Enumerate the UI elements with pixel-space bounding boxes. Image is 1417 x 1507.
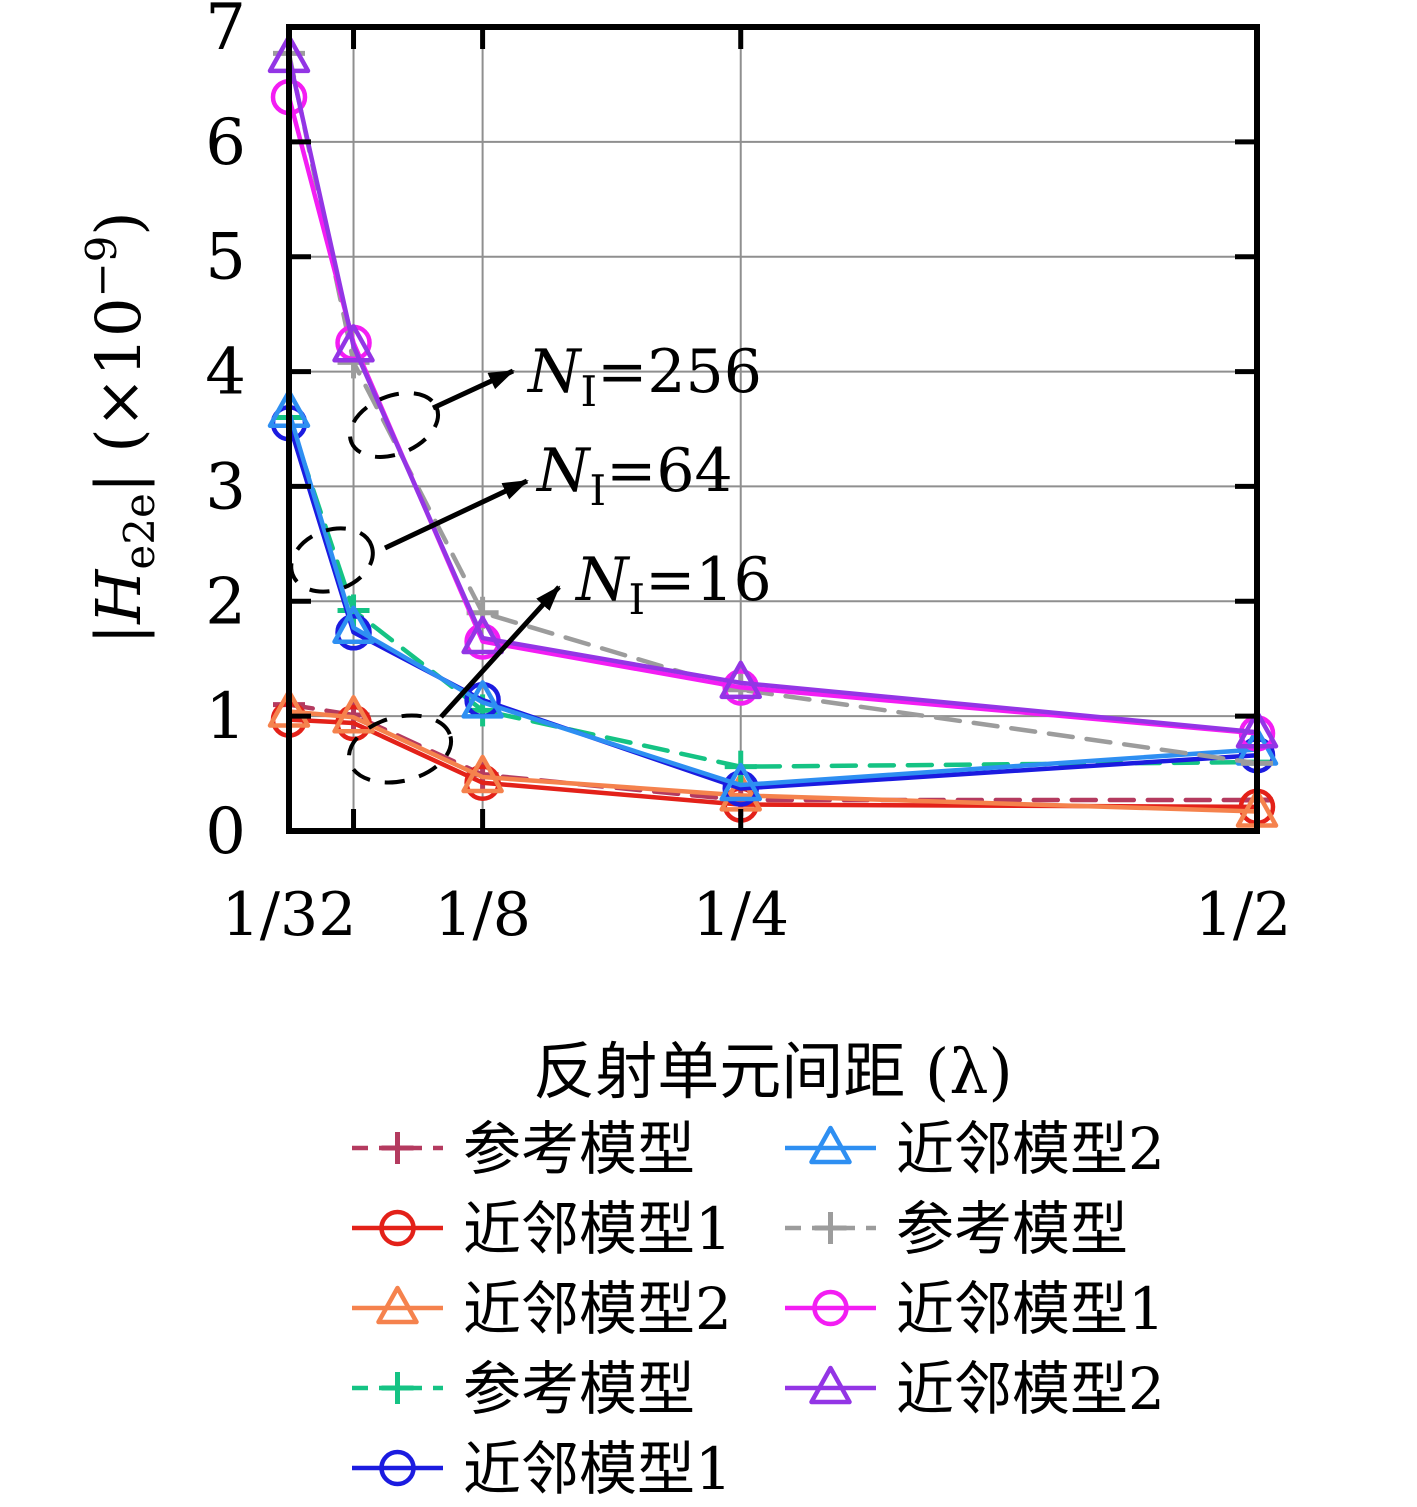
highlight-ellipse-n16 bbox=[346, 713, 454, 785]
legend-label: 近邻模型2 bbox=[463, 1275, 732, 1343]
series-N_I=64-triangle bbox=[267, 389, 1279, 802]
series-N_I=256-circle bbox=[270, 78, 1276, 752]
legend-item: 近邻模型1 bbox=[352, 1195, 732, 1263]
y-axis-title: |He2e| (×10−9) bbox=[77, 211, 164, 644]
gridlines bbox=[289, 27, 1257, 831]
legend-item: 参考模型 bbox=[785, 1195, 1128, 1263]
legend-label: 参考模型 bbox=[463, 1355, 695, 1423]
series-N_I=64-plus bbox=[273, 401, 1273, 783]
triangle-marker bbox=[376, 1285, 419, 1325]
legend-label: 近邻模型1 bbox=[896, 1275, 1165, 1343]
triangle-marker bbox=[461, 615, 504, 655]
y-tick-label: 0 bbox=[205, 795, 246, 869]
legend-label: 近邻模型1 bbox=[463, 1435, 732, 1503]
series-N_I=256-triangle bbox=[267, 34, 1279, 749]
legend-item: 近邻模型2 bbox=[352, 1275, 732, 1343]
axes-frame bbox=[286, 24, 1260, 834]
y-tick-label: 5 bbox=[205, 221, 246, 295]
triangle-marker bbox=[809, 1125, 852, 1165]
x-tick-label: 1/8 bbox=[434, 880, 531, 950]
triangle-marker bbox=[332, 695, 375, 734]
data-series bbox=[267, 34, 1279, 828]
legend-label: 参考模型 bbox=[896, 1195, 1128, 1263]
annotation-arrow-n64 bbox=[383, 478, 529, 551]
triangle-marker bbox=[461, 754, 504, 794]
highlight-ellipse-n256 bbox=[347, 391, 441, 459]
annotation-label-n64: NI=64 bbox=[535, 436, 733, 515]
annotation-arrow-n16 bbox=[439, 585, 561, 719]
legend-item: 近邻模型1 bbox=[785, 1275, 1165, 1343]
series-line bbox=[286, 421, 1260, 791]
triangle-marker bbox=[332, 605, 375, 644]
circle-marker bbox=[379, 1209, 416, 1247]
legend-item: 参考模型 bbox=[352, 1355, 695, 1423]
annotation-arrow-n256 bbox=[431, 368, 515, 411]
y-tick-label: 3 bbox=[205, 450, 246, 524]
x-tick-label: 1/4 bbox=[692, 880, 789, 950]
y-tick-label: 7 bbox=[205, 0, 246, 65]
x-tick-label: 1/2 bbox=[1195, 880, 1292, 950]
legend-item: 近邻模型1 bbox=[352, 1435, 732, 1503]
legend-label: 近邻模型2 bbox=[896, 1115, 1165, 1183]
tick-labels: 0 1 2 3 4 5 6 7 1/32 1/8 1/4 1/2 bbox=[205, 0, 1291, 950]
y-tick-label: 6 bbox=[205, 106, 246, 180]
legend-label: 参考模型 bbox=[463, 1115, 695, 1183]
series-line bbox=[286, 709, 1260, 814]
legend-item: 近邻模型2 bbox=[785, 1355, 1165, 1423]
circle-marker bbox=[722, 770, 759, 807]
triangle-marker bbox=[332, 324, 375, 363]
triangle-marker bbox=[719, 762, 762, 802]
annotations: NI=256 NI=64 NI=16 bbox=[289, 337, 772, 785]
series-line bbox=[286, 54, 1260, 735]
series-line bbox=[286, 94, 1260, 736]
y-tick-label: 4 bbox=[205, 336, 246, 410]
plot-border bbox=[286, 24, 1260, 834]
series-line bbox=[286, 415, 1260, 769]
circle-marker bbox=[379, 1449, 416, 1487]
series-line bbox=[286, 717, 1260, 810]
legend: 参考模型近邻模型1近邻模型2参考模型近邻模型1近邻模型2参考模型近邻模型1近邻模… bbox=[352, 1115, 1165, 1503]
legend-label: 近邻模型1 bbox=[463, 1195, 732, 1263]
triangle-marker bbox=[809, 1365, 852, 1405]
circle-marker bbox=[812, 1289, 849, 1327]
triangle-marker bbox=[461, 680, 504, 719]
highlight-ellipse-n64 bbox=[289, 526, 375, 594]
x-axis-title: 反射单元间距 (λ) bbox=[533, 1035, 1012, 1108]
y-tick-label: 1 bbox=[205, 680, 246, 754]
legend-item: 近邻模型2 bbox=[785, 1115, 1165, 1183]
legend-label: 近邻模型2 bbox=[896, 1355, 1165, 1423]
y-tick-label: 2 bbox=[205, 565, 246, 639]
annotation-label-n16: NI=16 bbox=[574, 545, 772, 624]
annotation-label-n256: NI=256 bbox=[526, 337, 762, 416]
x-tick-label: 1/32 bbox=[222, 880, 357, 950]
series-line bbox=[286, 409, 1260, 788]
triangle-marker bbox=[719, 660, 762, 700]
legend-item: 参考模型 bbox=[352, 1115, 695, 1183]
